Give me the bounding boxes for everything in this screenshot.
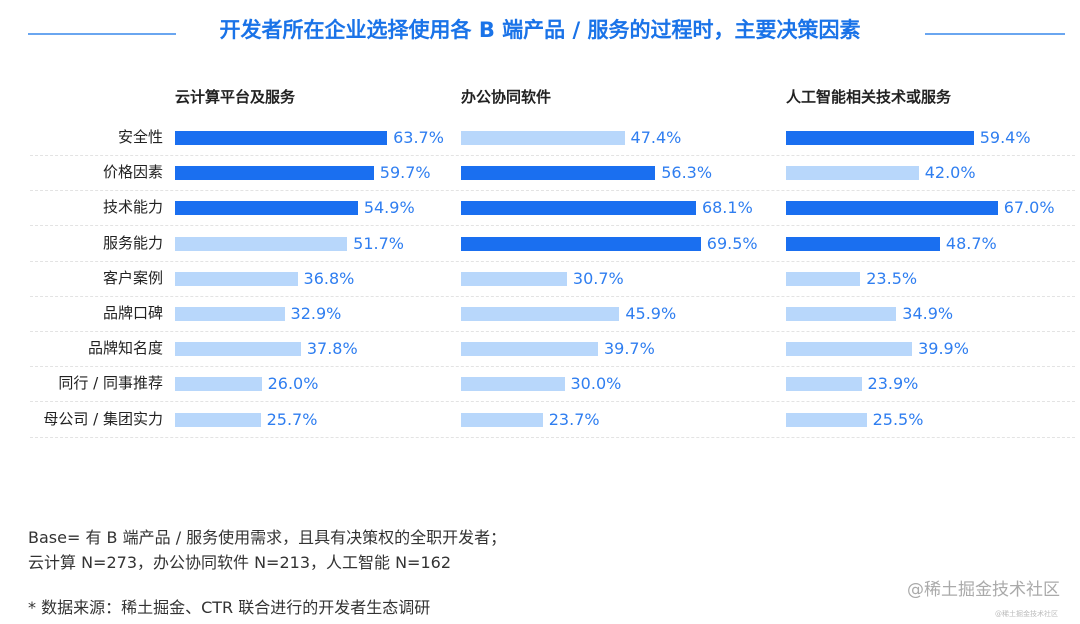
bar	[461, 271, 567, 286]
bar	[175, 271, 298, 286]
category-label: 母公司 / 集团实力	[43, 409, 163, 428]
category-label: 品牌知名度	[87, 339, 163, 358]
data-label: 39.9%	[918, 339, 969, 359]
watermark: @稀土掘金技术社区	[907, 580, 1060, 600]
footer-sample: 云计算 N=273，办公协同软件 N=213，人工智能 N=162	[28, 553, 452, 572]
data-label: 51.7%	[353, 233, 404, 253]
category-label: 安全性	[117, 128, 163, 146]
row-separator	[30, 331, 1075, 332]
bar	[786, 342, 913, 357]
data-label: 23.9%	[867, 374, 919, 394]
bar	[461, 131, 625, 145]
data-label: 23.7%	[548, 409, 600, 429]
watermark-small: @稀土掘金技术社区	[995, 610, 1058, 618]
data-label: 54.9%	[363, 198, 415, 218]
bar	[786, 307, 897, 321]
bar	[175, 131, 388, 145]
title-line-left	[28, 33, 176, 35]
data-label: 39.7%	[603, 339, 655, 359]
data-label: 26.0%	[267, 374, 319, 394]
row-separator	[30, 225, 1075, 227]
bar	[786, 166, 919, 181]
bar	[786, 377, 862, 392]
row-separator	[30, 366, 1075, 368]
category-label: 技术能力	[102, 198, 163, 217]
data-label: 42.0%	[924, 163, 976, 183]
bar	[175, 236, 348, 251]
data-label: 63.7%	[393, 128, 444, 147]
data-label: 23.5%	[866, 268, 918, 288]
bar	[786, 131, 974, 145]
bar	[461, 307, 620, 321]
row-separator	[30, 190, 1075, 192]
data-label: 68.1%	[701, 198, 753, 218]
bar	[786, 236, 940, 251]
data-label: 36.8%	[303, 268, 355, 288]
title-line-right	[925, 33, 1065, 35]
category-label: 客户案例	[102, 268, 163, 287]
bar	[461, 201, 696, 216]
chart-title: 开发者所在企业选择使用各 B 端产品 / 服务的过程时，主要决策因素	[219, 18, 861, 42]
bar	[175, 377, 262, 392]
bar	[461, 412, 543, 427]
footer-source: * 数据来源：稀土掘金、CTR 联合进行的开发者生态调研	[28, 598, 431, 617]
bar	[175, 412, 261, 427]
footer-base: Base= 有 B 端产品 / 服务使用需求，且具有决策权的全职开发者；	[28, 528, 507, 547]
category-label: 服务能力	[102, 233, 163, 252]
data-label: 48.7%	[945, 233, 997, 253]
bar	[461, 377, 565, 392]
data-label: 25.5%	[872, 409, 924, 429]
category-label: 价格因素	[102, 163, 163, 182]
data-label: 59.4%	[979, 128, 1031, 147]
bar	[175, 201, 358, 216]
row-separator	[30, 295, 1075, 297]
data-label: 47.4%	[630, 128, 682, 147]
bar	[175, 166, 374, 181]
data-label: 59.7%	[379, 163, 431, 183]
bar	[461, 236, 701, 251]
panel-title: 人工智能相关技术或服务	[786, 88, 952, 106]
data-label: 32.9%	[290, 304, 342, 323]
bar	[461, 166, 656, 181]
data-label: 30.0%	[570, 374, 622, 394]
bar	[175, 307, 285, 321]
data-label: 67.0%	[1003, 198, 1055, 218]
data-label: 25.7%	[266, 409, 318, 429]
bar	[461, 342, 598, 357]
category-label: 品牌口碑	[102, 304, 163, 322]
data-label: 37.8%	[306, 339, 358, 359]
row-separator	[30, 155, 1075, 156]
row-separator	[30, 401, 1075, 403]
panel-title: 云计算平台及服务	[175, 88, 296, 106]
data-label: 30.7%	[572, 268, 624, 288]
row-separator	[30, 436, 1075, 438]
data-label: 56.3%	[661, 163, 713, 183]
row-separator	[30, 260, 1075, 262]
bar	[175, 342, 301, 357]
data-label: 34.9%	[902, 304, 954, 323]
bar	[786, 271, 861, 286]
bar	[786, 201, 998, 216]
data-label: 69.5%	[706, 233, 758, 253]
category-label: 同行 / 同事推荐	[58, 374, 163, 393]
panel-title: 办公协同软件	[461, 88, 552, 106]
bar	[786, 412, 867, 427]
data-label: 45.9%	[625, 304, 677, 323]
